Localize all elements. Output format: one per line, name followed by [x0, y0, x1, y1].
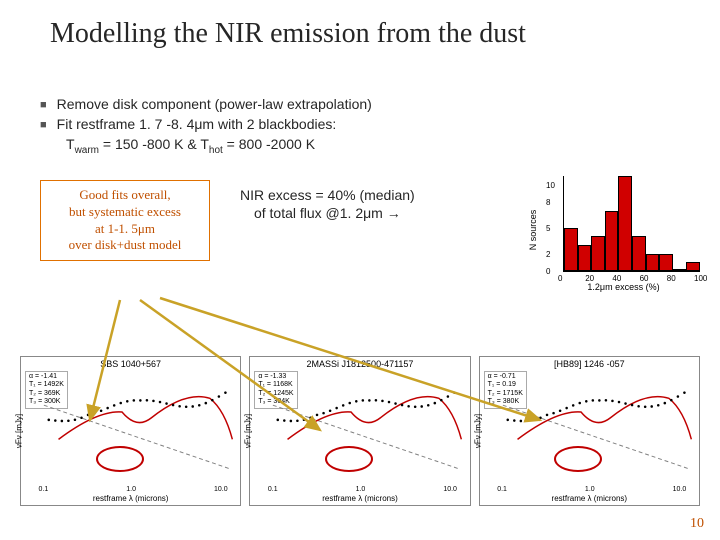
- sed-ylabel: νFν [mJy]: [15, 414, 24, 448]
- excess-ellipse: [96, 446, 144, 472]
- histo-xtick: 100: [694, 274, 707, 283]
- sed-xlabel: restframe λ (microns): [552, 494, 628, 503]
- bullet-item: ■ Fit restframe 1. 7 -8. 4μm with 2 blac…: [40, 116, 700, 132]
- sed-row: SBS 1040+567α = -1.41T₁ = 1492KT₂ = 369K…: [20, 356, 700, 506]
- histo-bar: [673, 269, 687, 271]
- sed-title: SBS 1040+567: [100, 359, 161, 369]
- histo-xtick: 0: [558, 274, 562, 283]
- histo-bar: [646, 254, 660, 271]
- sed-xtick: 1.0: [126, 486, 136, 493]
- temp-sub2: hot: [209, 145, 223, 156]
- histo-ytick: 10: [546, 181, 555, 190]
- goodfits-l4: over disk+dust model: [51, 237, 199, 254]
- goodfits-l2: but systematic excess: [51, 204, 199, 221]
- bullet-marker-icon: ■: [40, 119, 47, 131]
- sed-ylabel: νFν [mJy]: [244, 414, 253, 448]
- histogram: N sources 1.2μm excess (%) 0258100204060…: [541, 170, 706, 290]
- nir-excess-text: NIR excess = 40% (median) of total flux …: [240, 186, 415, 222]
- bullet-list: ■ Remove disk component (power-law extra…: [0, 56, 720, 156]
- histo-ytick: 8: [546, 198, 550, 207]
- temp-mid2: = 800 -2000 K: [223, 136, 315, 152]
- bullet-marker-icon: ■: [40, 99, 47, 111]
- sed-xtick: 0.1: [268, 486, 278, 493]
- histo-ytick: 0: [546, 267, 550, 276]
- histo-xtick: 60: [640, 274, 649, 283]
- temp-prefix: T: [66, 136, 75, 152]
- histo-xtick: 20: [585, 274, 594, 283]
- sed-panel: 2MASSi J1812500-471157α = -1.33T₁ = 1168…: [249, 356, 470, 506]
- sed-xtick: 10.0: [443, 486, 457, 493]
- histo-xtick: 40: [612, 274, 621, 283]
- excess-ellipse: [325, 446, 373, 472]
- histo-ylabel: N sources: [528, 210, 538, 251]
- sed-xtick: 1.0: [356, 486, 366, 493]
- sed-xtick: 0.1: [39, 486, 49, 493]
- sed-xlabel: restframe λ (microns): [93, 494, 169, 503]
- histo-bar: [618, 176, 632, 271]
- excess-ellipse: [554, 446, 602, 472]
- histo-bar: [659, 254, 673, 271]
- sed-xlabel: restframe λ (microns): [322, 494, 398, 503]
- sed-xtick: 1.0: [585, 486, 595, 493]
- histo-plot: 025810020406080100: [563, 176, 700, 272]
- temp-mid1: = 150 -800 K & T: [99, 136, 209, 152]
- sed-panel: [HB89] 1246 -057α = -0.71T₁ = 0.19T₂ = 1…: [479, 356, 700, 506]
- histo-ytick: 2: [546, 250, 550, 259]
- histo-bar: [605, 211, 619, 271]
- sed-panel: SBS 1040+567α = -1.41T₁ = 1492KT₂ = 369K…: [20, 356, 241, 506]
- page-number: 10: [690, 516, 704, 532]
- histo-bar: [564, 228, 578, 271]
- nir-l2: of total flux @1. 2μm →: [240, 204, 415, 222]
- sed-xtick: 10.0: [214, 486, 228, 493]
- sed-xtick: 10.0: [673, 486, 687, 493]
- bullet-item: ■ Remove disk component (power-law extra…: [40, 96, 700, 112]
- goodfits-box: Good fits overall, but systematic excess…: [40, 180, 210, 262]
- histo-bar: [591, 236, 605, 271]
- temperature-line: Twarm = 150 -800 K & Thot = 800 -2000 K: [66, 136, 700, 156]
- temp-sub1: warm: [75, 145, 99, 156]
- sed-ylabel: νFν [mJy]: [473, 414, 482, 448]
- histo-bar: [578, 245, 592, 271]
- histo-bar: [632, 236, 646, 271]
- sed-xtick: 0.1: [497, 486, 507, 493]
- goodfits-l1: Good fits overall,: [51, 187, 199, 204]
- histo-bar: [686, 262, 700, 271]
- histo-xtick: 80: [667, 274, 676, 283]
- histo-xlabel: 1.2μm excess (%): [587, 282, 659, 292]
- slide-title: Modelling the NIR emission from the dust: [0, 0, 720, 56]
- bullet-text: Remove disk component (power-law extrapo…: [57, 96, 372, 112]
- histo-ytick: 5: [546, 224, 550, 233]
- sed-title: 2MASSi J1812500-471157: [307, 359, 414, 369]
- bullet-text: Fit restframe 1. 7 -8. 4μm with 2 blackb…: [57, 116, 337, 132]
- goodfits-l3: at 1-1. 5μm: [51, 221, 199, 238]
- sed-title: [HB89] 1246 -057: [554, 359, 625, 369]
- nir-l1: NIR excess = 40% (median): [240, 186, 415, 204]
